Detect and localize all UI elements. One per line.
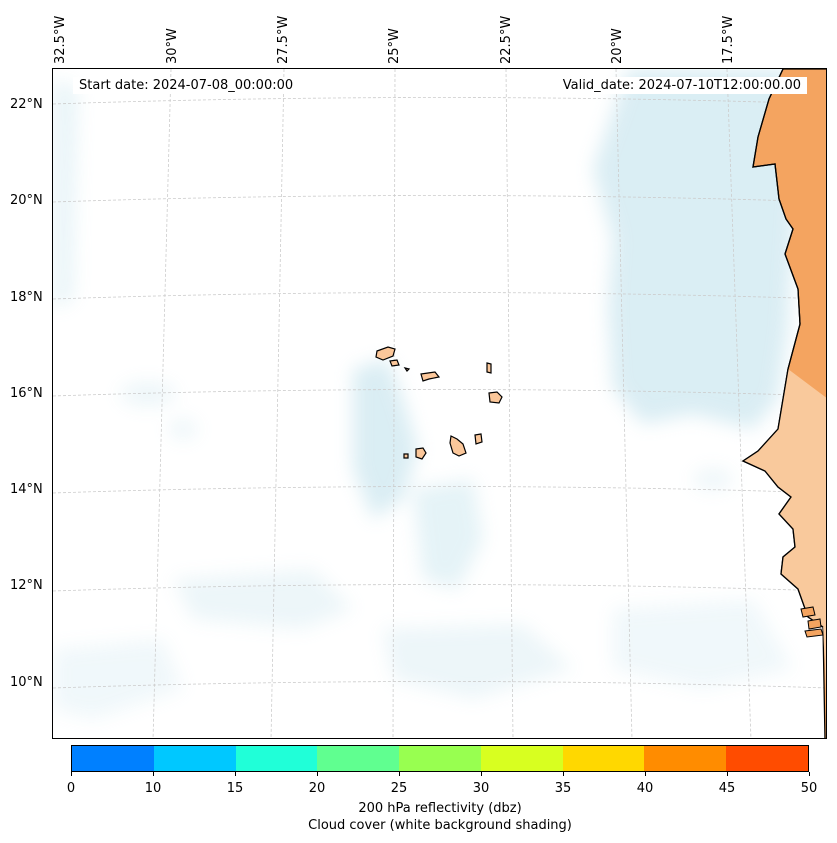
island-sao-nicolau [420,371,441,382]
map-panel[interactable] [52,68,827,739]
parallel-20n [53,195,826,203]
parallel-16n [53,389,826,397]
colorbar-tick-label-50: 50 [800,781,818,796]
land-bijagos-1 [800,606,816,618]
colorbar-tick-40 [645,772,646,776]
colorbar-tick-0 [71,772,72,776]
meridian-20w [615,69,633,738]
colorbar-tick-35 [563,772,564,776]
valid-date-label: Valid_date: 2024-07-10T12:00:00.00 [556,77,807,94]
lon-label-17-5w: 17.5°W [721,15,736,64]
cloud-band-south-1 [173,569,353,629]
land-mainland-light [743,369,826,693]
coastline [741,69,824,628]
parallel-22n [53,97,826,105]
colorbar-tick-15 [235,772,236,776]
cloud-band-south-2 [383,624,573,699]
colorbar-tick-label-20: 20 [308,781,326,796]
meridian-25w [392,69,396,738]
graticule [53,69,826,738]
colorbar-segment-2 [235,746,318,771]
colorbar-tick-label-45: 45 [718,781,736,796]
lat-label-20n: 20°N [10,193,43,208]
lon-label-30w: 30°W [165,28,180,64]
meridian-17-5w [726,69,752,738]
colorbar-tick-25 [399,772,400,776]
colorbar-segment-7 [644,746,727,771]
island-brava [403,453,409,459]
meridian-27-5w [270,69,285,738]
colorbar-tick-label-40: 40 [636,781,654,796]
island-sal [486,362,492,374]
colorbar-segment-3 [317,746,400,771]
colorbar-tick-label-30: 30 [472,781,490,796]
lon-label-27-5w: 27.5°W [276,15,291,64]
cloud-cover-shading [53,69,801,719]
island-boa-vista [488,391,503,404]
lon-label-22-5w: 22.5°W [499,15,514,64]
lat-label-14n: 14°N [10,482,43,497]
colorbar-segment-1 [153,746,236,771]
lat-label-16n: 16°N [10,386,43,401]
parallel-14n [53,486,826,494]
island-sao-vicente [389,359,400,367]
meridian-30w [152,69,172,738]
lat-label-12n: 12°N [10,578,43,593]
colorbar-tick-label-15: 15 [226,781,244,796]
colorbar-tick-30 [481,772,482,776]
parallel-12n [53,584,826,592]
lon-label-20w: 20°W [610,28,625,64]
land-bijagos-3 [804,628,824,638]
cloud-plume-south [413,479,483,589]
colorbar-segment-4 [399,746,481,771]
cloud-plume-islands [353,359,418,519]
colorbar-segment-8 [726,746,809,771]
cape-verde-islands [375,346,503,460]
lat-label-18n: 18°N [10,290,43,305]
cloud-band-south-3 [53,639,183,719]
island-santa-luzia [403,367,411,372]
african-mainland [741,69,826,738]
colorbar-segment-0 [72,746,154,771]
cloud-region-west-edge [53,79,78,309]
lat-label-10n: 10°N [10,675,43,690]
colorbar-tick-10 [153,772,154,776]
parallel-10n [53,681,826,689]
colorbar-label-cloud: Cloud cover (white background shading) [308,818,572,833]
map-canvas [53,69,826,738]
cloud-patch-3 [693,469,733,489]
land-bijagos-2 [807,618,822,630]
lon-label-25w: 25°W [387,28,402,64]
parallel-18n [53,292,826,300]
colorbar-label-reflectivity: 200 hPa reflectivity (dbz) [358,801,522,816]
cloud-region-northeast [593,69,801,429]
colorbar-tick-label-0: 0 [66,781,76,796]
lat-label-22n: 22°N [10,97,43,112]
colorbar-tick-label-25: 25 [390,781,408,796]
lon-label-32-5w: 32.5°W [53,15,68,64]
colorbar-tick-45 [727,772,728,776]
cloud-patch-2 [169,419,197,439]
colorbar [71,745,809,772]
colorbar-tick-50 [809,772,810,776]
colorbar-tick-20 [317,772,318,776]
island-santiago [449,435,467,457]
colorbar-segment-5 [480,746,563,771]
island-fogo [415,447,427,460]
colorbar-tick-label-35: 35 [554,781,572,796]
colorbar-segment-6 [562,746,645,771]
start-date-label: Start date: 2024-07-08_00:00:00 [73,77,300,94]
island-maio [474,433,483,445]
meridian-22-5w [505,69,514,738]
colorbar-tick-label-10: 10 [144,781,162,796]
island-santo-antao [375,346,396,361]
